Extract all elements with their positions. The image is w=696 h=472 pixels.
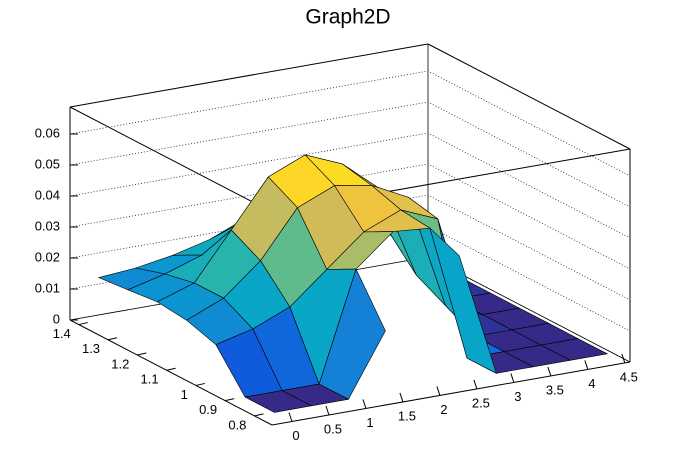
y-tick <box>78 322 88 326</box>
y-tick-label: 1.1 <box>141 372 159 387</box>
x-tick-label: 3.5 <box>546 382 564 397</box>
x-tick-label: 4 <box>588 376 595 391</box>
x-tick <box>473 379 478 390</box>
y-tick <box>107 337 118 341</box>
box-edge <box>69 106 273 213</box>
x-tick <box>436 386 441 396</box>
surface <box>98 154 608 413</box>
x-tick-label: 2.5 <box>472 395 490 410</box>
y-tick <box>195 382 205 386</box>
x-tick-label: 3 <box>514 389 521 404</box>
x-tick-label: 0 <box>292 428 299 443</box>
grid-line <box>69 163 631 270</box>
y-tick <box>225 398 235 402</box>
chart-title: Graph2D <box>305 6 390 29</box>
z-tick-label: 0.06 <box>35 125 60 140</box>
grid-line <box>69 194 631 301</box>
z-tick-label: 0.05 <box>35 156 60 171</box>
y-tick-label: 1.4 <box>53 326 71 341</box>
z-tick-label: 0 <box>53 311 60 326</box>
y-tick-label: 1 <box>181 387 188 402</box>
y-axis <box>69 319 273 426</box>
x-tick <box>399 392 404 403</box>
x-tick <box>325 405 330 416</box>
x-tick-label: 2 <box>440 402 447 417</box>
y-tick-label: 1.2 <box>111 356 129 371</box>
x-tick <box>288 412 293 422</box>
y-tick-label: 1.3 <box>82 341 100 356</box>
x-tick <box>584 360 589 370</box>
grid-line <box>69 70 631 177</box>
x-axis <box>271 361 631 426</box>
x-tick-label: 0.5 <box>324 421 342 436</box>
x-tick-label: 1 <box>366 415 373 430</box>
box-edge <box>427 43 631 150</box>
y-tick <box>137 352 147 356</box>
z-tick-label: 0.03 <box>35 218 60 233</box>
y-tick-label: 0.8 <box>228 417 246 432</box>
surface-cell <box>429 227 497 374</box>
x-tick-label: 1.5 <box>398 408 416 423</box>
x-tick <box>547 366 552 377</box>
z-tick-label: 0.02 <box>35 249 60 264</box>
y-tick <box>254 413 264 417</box>
grid-line <box>69 101 631 208</box>
surface-cell <box>244 390 312 413</box>
y-tick-label: 0.9 <box>199 402 217 417</box>
box-edge <box>69 43 429 108</box>
x-tick <box>510 373 515 383</box>
x-tick-label: 4.5 <box>620 369 638 384</box>
x-tick <box>362 399 367 409</box>
grid-line <box>69 132 631 239</box>
y-tick <box>166 367 176 371</box>
z-tick-label: 0.01 <box>35 280 60 295</box>
x-tick <box>621 353 626 364</box>
z-tick-label: 0.04 <box>35 187 60 202</box>
front-layer: 0 0.01 0.02 0.03 0.04 0.05 0.06 0 0.5 1 1.5 2 2.5 3 3.… <box>35 125 638 443</box>
